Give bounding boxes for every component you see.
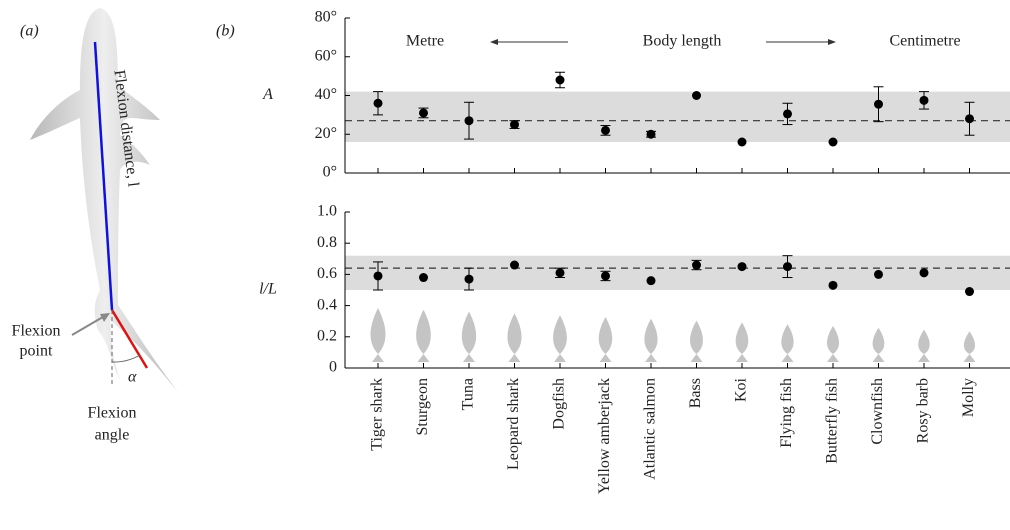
data-point	[373, 271, 383, 281]
flexion-angle-label: angle	[95, 427, 130, 444]
arrow-head	[100, 313, 110, 322]
data-point	[510, 120, 519, 130]
fish-icon	[872, 327, 885, 362]
flexion-angle-label: Flexion	[88, 405, 137, 422]
y-axis-label: A	[262, 86, 273, 103]
fish-icon	[553, 315, 567, 362]
x-tick-label: Bass	[687, 378, 704, 408]
data-point	[919, 95, 929, 105]
fish-icon	[598, 317, 613, 362]
data-point	[601, 271, 610, 281]
y-tick-label: 80°	[315, 9, 337, 26]
flexion-point-label: point	[20, 343, 53, 360]
annotation: Body length	[643, 33, 722, 50]
fish-icon	[781, 324, 794, 362]
x-tick-label: Sturgeon	[414, 378, 431, 435]
arrow-head	[828, 39, 836, 45]
x-tick-label: Atlantic salmon	[642, 378, 659, 480]
fish-icon	[827, 326, 839, 362]
data-point	[737, 137, 747, 147]
data-point	[555, 75, 565, 85]
data-point	[828, 280, 838, 290]
shaded-range	[345, 91, 1010, 142]
data-point	[464, 116, 474, 126]
x-tick-label: Koi	[733, 377, 750, 402]
data-point	[919, 268, 929, 278]
annotation: Centimetre	[889, 33, 960, 50]
data-point	[783, 109, 792, 119]
y-tick-label: 0.6	[317, 265, 337, 282]
angle-symbol: α	[128, 369, 137, 386]
x-tick-label: Dogfish	[551, 378, 568, 430]
data-point	[510, 260, 519, 270]
data-point	[555, 268, 565, 278]
x-tick-label: Leopard shark	[505, 378, 522, 470]
fish-icon	[963, 331, 976, 362]
annotation: Metre	[406, 33, 444, 50]
fish-icon	[461, 311, 477, 362]
data-point	[783, 262, 792, 272]
fish-icon	[690, 320, 703, 362]
y-tick-label: 0.4	[317, 296, 337, 313]
y-tick-label: 40°	[315, 86, 337, 103]
flexion-distance-line	[93, 41, 114, 311]
data-point	[464, 274, 474, 284]
flexion-point-label: Flexion	[12, 323, 61, 340]
shaded-range	[345, 255, 1010, 290]
data-point	[737, 262, 747, 272]
x-tick-label: Rosy barb	[915, 378, 932, 443]
data-point	[874, 269, 883, 279]
x-tick-label: Clownfish	[869, 378, 886, 445]
y-axis-label: l/L	[259, 281, 277, 298]
shark-diagram: Flexion distance, l Flexion point α Flex…	[12, 8, 178, 444]
data-point	[965, 287, 974, 297]
arrow-head	[490, 39, 498, 45]
data-point	[419, 273, 428, 283]
fish-icon	[370, 308, 386, 362]
y-tick-label: 1.0	[317, 203, 337, 220]
y-tick-label: 0	[329, 359, 337, 376]
fish-icon	[918, 329, 930, 362]
data-point	[828, 137, 838, 147]
flexion-tail-line	[110, 309, 149, 369]
data-point	[874, 99, 883, 109]
x-tick-label: Tiger shark	[369, 378, 386, 451]
y-tick-label: 0.2	[317, 327, 337, 344]
x-tick-label: Butterfly fish	[824, 378, 841, 464]
data-point	[692, 260, 701, 270]
x-tick-label: Flying fish	[778, 378, 795, 448]
x-tick-label: Yellow amberjack	[596, 378, 613, 494]
data-point	[373, 98, 383, 108]
data-point	[965, 114, 974, 124]
angle-arc	[111, 354, 141, 363]
data-point	[646, 276, 656, 286]
y-tick-label: 20°	[315, 125, 337, 142]
panel-label: (a)	[20, 23, 39, 40]
y-tick-label: 0°	[323, 164, 337, 181]
data-point	[646, 129, 656, 139]
y-tick-label: 0.8	[317, 234, 337, 251]
y-tick-label: 60°	[315, 47, 337, 64]
data-point	[419, 108, 428, 118]
fish-icon	[735, 322, 749, 362]
data-point	[692, 91, 701, 100]
panel-label: (b)	[216, 23, 235, 40]
x-tick-label: Molly	[960, 378, 977, 417]
fish-icon	[416, 309, 431, 362]
data-point	[601, 125, 610, 135]
x-tick-label: Tuna	[460, 378, 477, 410]
fish-icon	[644, 318, 658, 362]
fish-icon	[507, 313, 522, 362]
